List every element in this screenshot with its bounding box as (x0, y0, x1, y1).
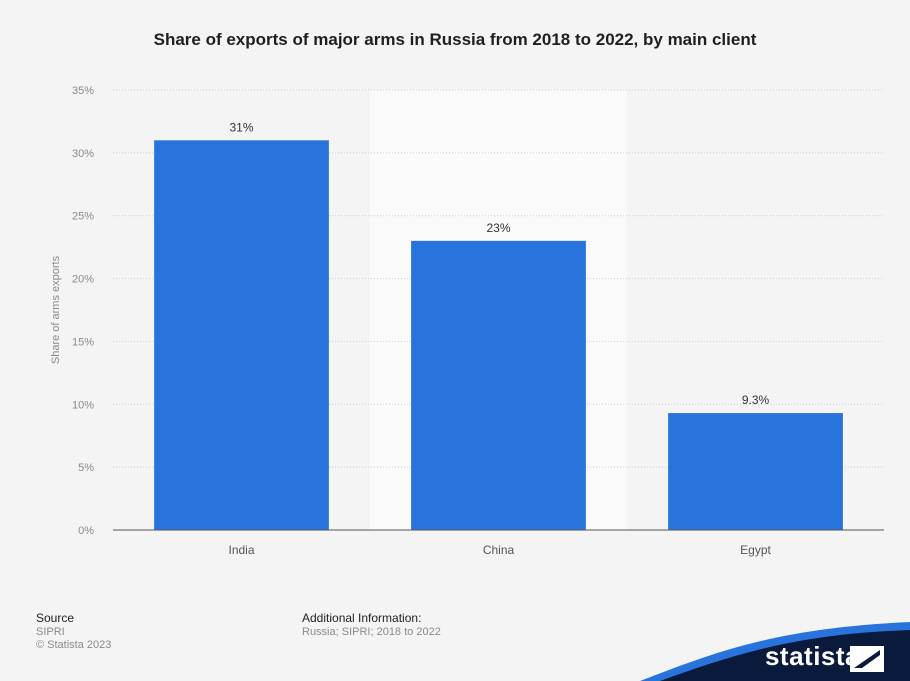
bars (154, 140, 843, 531)
additional-info-heading: Additional Information: (302, 611, 422, 625)
data-labels: 31% 23% 9.3% (229, 120, 769, 407)
data-label: 9.3% (742, 393, 770, 407)
category-label: Egypt (740, 543, 771, 557)
copyright-line: © Statista 2023 (36, 639, 112, 651)
additional-info-line: Russia; SIPRI; 2018 to 2022 (302, 626, 441, 638)
data-label: 23% (486, 221, 510, 235)
bar-india[interactable] (154, 140, 329, 531)
statista-logo-icon (850, 646, 884, 672)
bar-china[interactable] (411, 240, 586, 530)
statista-wordmark: statista (764, 641, 860, 671)
category-label: India (228, 543, 254, 557)
data-label: 31% (229, 120, 253, 134)
source-heading: Source (36, 611, 75, 625)
y-tick-label: 35% (72, 85, 94, 97)
source-line: SIPRI (36, 626, 65, 638)
y-tick-label: 10% (72, 399, 94, 411)
chart-title: Share of exports of major arms in Russia… (153, 30, 757, 49)
category-labels: India China Egypt (228, 543, 771, 557)
bar-egypt[interactable] (668, 413, 843, 530)
y-tick-label: 20% (72, 274, 94, 286)
y-tick-label: 25% (72, 211, 94, 223)
y-tick-label: 30% (72, 148, 94, 160)
source-block: Source SIPRI © Statista 2023 (36, 612, 111, 652)
y-axis-label: Share of arms exports (50, 255, 62, 364)
y-tick-label: 0% (78, 525, 94, 537)
additional-info-block: Additional Information: Russia; SIPRI; 2… (302, 612, 441, 639)
y-tick-label: 5% (78, 462, 94, 474)
category-label: China (483, 543, 515, 557)
y-tick-label: 15% (72, 336, 94, 348)
y-tick-labels: 0% 5% 10% 15% 20% 25% 30% 35% (72, 85, 94, 537)
